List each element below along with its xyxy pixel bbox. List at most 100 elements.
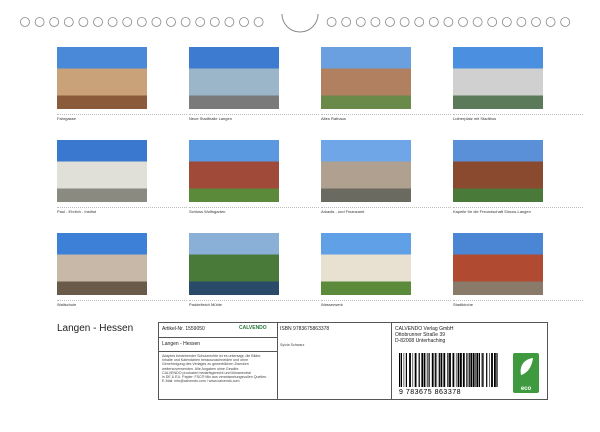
binding-hole [472,17,483,27]
photo [189,140,279,202]
binding-hole [122,17,133,27]
barcode-bar [405,353,407,387]
binding-holes [20,13,571,33]
article-number: Artikel-Nr. 1559050 [162,326,205,332]
binding-hole [516,17,527,27]
barcode-bar [428,353,430,387]
photo [57,233,147,295]
publisher-line: Ottobrunner Straße 39 [395,332,446,338]
publisher: CALVENDO Verlag GmbH Ottobrunner Straße 3… [395,326,454,344]
barcode-bar [472,353,475,387]
barcode-bar [409,353,411,387]
barcode-bar [412,353,414,387]
barcode-bar [436,353,438,387]
binding-hole [93,17,103,27]
binding-hole [355,17,366,27]
divider [277,323,278,400]
barcode-digits: 9 783675 863378 [399,389,461,396]
caption-rule [321,114,451,115]
barcode-bar [481,353,483,387]
photo [321,140,411,202]
binding-hole [224,17,235,27]
eco-badge: eco [513,353,539,393]
binding-hole [107,17,118,27]
leaf-icon [520,358,533,375]
binding-hole [253,17,264,27]
photo-caption: Wallschule [57,302,77,307]
photo-caption: Neue Stadthalle Langen [189,116,232,121]
divider [159,351,277,352]
binding-hole [385,17,395,27]
binding-hole [63,17,74,27]
photo-caption: Schloss Wolfsgarten [189,209,226,214]
binding-hole [458,17,468,27]
notice-line: Adaptes bestehender Schutzrechte ist es … [162,354,262,358]
binding-hole [428,17,439,27]
footer-title: Langen - Hessen [57,323,134,334]
barcode-bar [462,353,465,387]
photo [453,140,543,202]
barcode-bar [427,353,428,387]
barcode-bar [494,353,496,387]
photo [453,47,543,109]
notice: Adaptes bestehender Schutzrechte ist es … [162,354,274,383]
barcode-bar [421,353,424,387]
caption-rule [57,114,187,115]
caption-rule [321,300,451,301]
binding-hole [166,17,176,27]
barcode-bar [418,353,420,387]
photo-caption: Wasserwerk [321,302,343,307]
binding-hole [180,17,191,27]
binding-hole [136,17,147,27]
binding-hole [209,17,220,27]
barcode-bar [440,353,443,387]
binding-hole [326,17,337,27]
barcode-bar [425,353,427,387]
caption-rule [321,207,451,208]
barcode-bar [466,353,468,387]
barcode-bar [399,353,401,387]
photo [57,47,147,109]
binding-hole [49,17,60,27]
info-box: Artikel-Nr. 1559050 CALVENDO Langen - He… [158,322,548,400]
barcode-bar [483,353,484,387]
binding-hole [545,17,556,27]
eco-label: eco [520,386,532,392]
barcode-bar [470,353,473,387]
barcode-bar [476,353,479,387]
binding-hole [34,17,45,27]
binding-hole [370,17,381,27]
barcode-bar [478,353,480,387]
photo [321,233,411,295]
photo-caption: Paddelteich Mühle [189,302,222,307]
photo-caption: Stadtkirche [453,302,474,307]
binding-hole [151,17,162,27]
caption-rule [453,300,583,301]
barcode-bar [447,353,449,387]
barcode-bar [449,353,451,387]
brand-logo: CALVENDO [239,325,267,331]
caption-rule [189,114,319,115]
barcode-bar [455,353,457,387]
barcode-bar [496,353,498,387]
caption-rule [57,300,187,301]
barcode-bar [468,353,470,387]
barcode-bar [486,353,488,387]
caption-rule [453,114,583,115]
barcode-bar [423,353,425,387]
barcode-bar [457,353,460,387]
notice-line: Genehmigung des Verlages zu gewerblichen… [162,362,249,367]
publisher-line: CALVENDO Verlag GmbH [395,326,454,332]
binding-hole [531,17,541,27]
caption-rule [189,300,319,301]
photo [189,47,279,109]
barcode-bar [491,353,493,387]
notice-line: CALVENDO produziert bedarfsgerecht und k… [162,370,251,375]
barcode [399,353,498,387]
notice-line: E-Mail: info@calvendo.com / www.calvendo… [162,379,240,384]
caption-rule [57,207,187,208]
photo [57,140,147,202]
divider [391,323,392,400]
binding-hole [20,17,30,27]
binding-hole [443,17,454,27]
